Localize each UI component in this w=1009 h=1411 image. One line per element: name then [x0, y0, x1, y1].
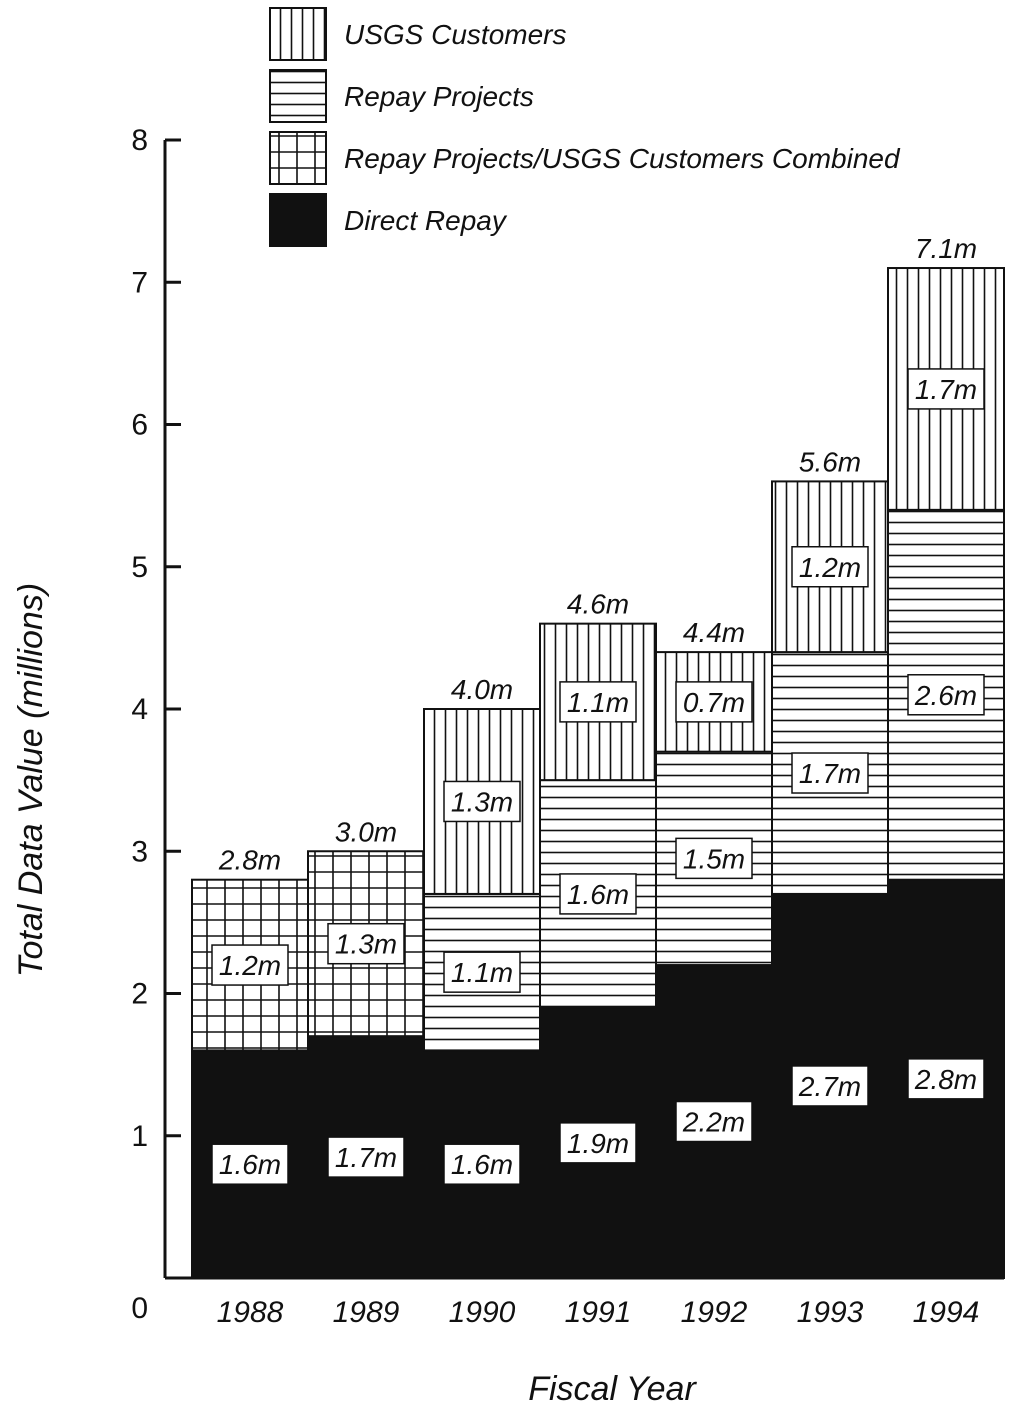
segment-label-box: [907, 674, 985, 716]
segment-label-box: [791, 546, 869, 588]
segment-value-label: 1.6m: [451, 1149, 513, 1180]
y-tick-label: 3: [131, 835, 148, 868]
segment-value-label: 1.2m: [219, 950, 281, 981]
y-axis-title: Total Data Value (millions): [12, 583, 50, 977]
segment-value-label: 1.3m: [335, 929, 397, 960]
bar-total-label: 7.1m: [915, 233, 977, 264]
segment-value-label: 2.2m: [682, 1107, 745, 1138]
legend-swatch: [269, 69, 327, 123]
legend-entry-label: USGS Customers: [344, 19, 567, 50]
segment-label-box: [327, 1136, 405, 1178]
legend-entry-label: Repay Projects: [344, 81, 534, 112]
bar-total-label: 2.8m: [218, 845, 281, 876]
y-tick-label: 7: [131, 266, 148, 299]
legend-entry-label: Direct Repay: [344, 205, 508, 236]
segment-label-box: [675, 837, 753, 880]
y-tick-label: 1: [131, 1120, 148, 1153]
legend-swatch: [269, 193, 327, 247]
segment-label-box: [559, 1122, 637, 1164]
segment-value-label: 1.7m: [799, 758, 861, 789]
segment-label-box: [907, 368, 985, 410]
bar-total-label: 4.6m: [567, 589, 629, 620]
x-tick-label: 1990: [449, 1296, 516, 1329]
segment-value-label: 1.7m: [335, 1142, 397, 1173]
segment-label-box: [791, 1065, 869, 1107]
legend: USGS Customers Repay Projects Repay Projec…: [269, 7, 901, 247]
segment-label-box: [559, 873, 637, 915]
segment-value-label: 2.6m: [914, 680, 977, 711]
segment-value-label: 1.7m: [915, 374, 977, 405]
y-tick-label: 8: [131, 124, 148, 157]
y-tick-label: 4: [131, 693, 148, 726]
y-tick-label: 0: [131, 1292, 148, 1325]
segment-label-box: [211, 944, 289, 986]
bar-total-label: 4.0m: [451, 674, 513, 705]
segment-value-label: 1.5m: [683, 843, 745, 874]
segment-label-box: [675, 681, 753, 723]
y-tick-label: 6: [131, 409, 148, 442]
segment-value-label: 1.3m: [451, 786, 513, 817]
x-tick-label: 1989: [333, 1296, 400, 1329]
legend-swatch: [269, 7, 327, 61]
segment-value-label: 1.1m: [451, 957, 513, 988]
segment-value-label: 2.8m: [914, 1064, 977, 1095]
x-tick-label: 1994: [913, 1296, 980, 1329]
x-tick-label: 1988: [217, 1296, 284, 1329]
bar-total-label: 5.6m: [799, 446, 861, 477]
y-tick-label: 5: [131, 551, 148, 584]
bar-total-label: 3.0m: [335, 816, 397, 847]
labels-group: 1.6m 1.2m 2.8m 1988 1.7m 1.3m 3.0m 1989 1.6m 1.1m…: [211, 233, 985, 1329]
legend-swatch: [269, 131, 327, 185]
segment-label-box: [443, 951, 521, 993]
segment-label-box: [443, 780, 521, 823]
x-tick-label: 1992: [681, 1296, 748, 1329]
segment-label-box: [443, 1143, 521, 1185]
x-tick-label: 1993: [797, 1296, 864, 1329]
segment-value-label: 1.6m: [219, 1149, 281, 1180]
x-tick-label: 1991: [565, 1296, 632, 1329]
segment-value-label: 1.1m: [567, 687, 629, 718]
y-tick-label: 2: [131, 978, 148, 1011]
segment-value-label: 2.7m: [798, 1071, 861, 1102]
bar-total-label: 4.4m: [683, 617, 745, 648]
segment-value-label: 1.9m: [567, 1128, 629, 1159]
segment-label-box: [327, 922, 405, 965]
segment-label-box: [791, 752, 869, 794]
segment-label-box: [211, 1143, 289, 1185]
segment-value-label: 1.2m: [799, 552, 861, 583]
segment-label-box: [907, 1058, 985, 1100]
segment-label-box: [675, 1100, 753, 1143]
segment-value-label: 0.7m: [683, 687, 745, 718]
segment-label-box: [559, 681, 637, 723]
x-axis-title: Fiscal Year: [528, 1370, 697, 1408]
segment-value-label: 1.6m: [567, 879, 629, 910]
legend-entry-label: Repay Projects/USGS Customers Combined: [344, 143, 901, 174]
